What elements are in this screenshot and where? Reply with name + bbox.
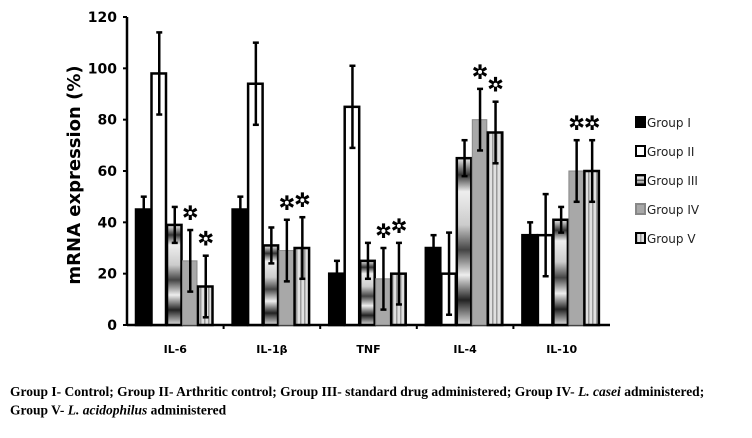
caption-text: Group I- Control; Group II- Arthritic co… [10, 383, 579, 399]
y-tick-label: 100 [88, 61, 117, 77]
x-tick-label: IL-6 [164, 343, 188, 356]
significance-star-center [188, 211, 193, 216]
significance-star-center [590, 121, 595, 126]
caption-text: administered; [620, 383, 705, 399]
significance-star-center [284, 200, 289, 205]
y-axis-label: mRNA expression (%) [64, 65, 85, 284]
legend-swatch [635, 145, 646, 157]
legend-swatch [635, 203, 646, 215]
legend-swatch [635, 116, 646, 128]
legend-label: Group V [647, 232, 696, 246]
caption-species: L. casei [578, 383, 621, 399]
significance-star-center [381, 229, 386, 233]
y-tick-label: 0 [107, 318, 117, 334]
bar-group-iii [455, 156, 473, 327]
significance-star-center [478, 69, 483, 74]
legend-label: Group I [647, 116, 691, 130]
caption-text: administered [147, 402, 227, 418]
bar-group-i [231, 208, 249, 327]
y-tick-label: 80 [98, 113, 118, 129]
legend-swatch [635, 174, 646, 186]
caption-text: Group V- [10, 402, 68, 418]
y-tick-label: 60 [98, 164, 118, 180]
caption-species: L. acidophilus [67, 402, 148, 418]
significance-star-center [396, 223, 401, 228]
significance-star-center [203, 236, 208, 241]
bar-chart: mRNA expression (%) 0 20 40 60 80 100 120 IL-6 I… [64, 10, 700, 356]
figure-caption: Group I- Control; Group II- Arthritic co… [10, 382, 750, 420]
x-tick-label: IL-4 [453, 343, 477, 356]
y-tick-label: 40 [98, 215, 118, 231]
bar-group-i [134, 208, 152, 327]
x-tick-label: TNF [356, 343, 380, 356]
legend-swatch [635, 232, 646, 244]
y-tick-label: 120 [88, 10, 117, 26]
x-tick-label: IL-1β [256, 343, 287, 356]
legend-label: Group IV [647, 203, 700, 217]
significance-star-center [493, 82, 498, 87]
legend-label: Group II [647, 145, 694, 159]
x-tick-label: IL-10 [546, 343, 577, 356]
significance-star-center [300, 198, 305, 203]
bar-group-iii [552, 218, 570, 327]
significance-star-center [574, 121, 579, 126]
y-tick-label: 20 [98, 267, 118, 283]
legend-label: Group III [647, 174, 698, 188]
